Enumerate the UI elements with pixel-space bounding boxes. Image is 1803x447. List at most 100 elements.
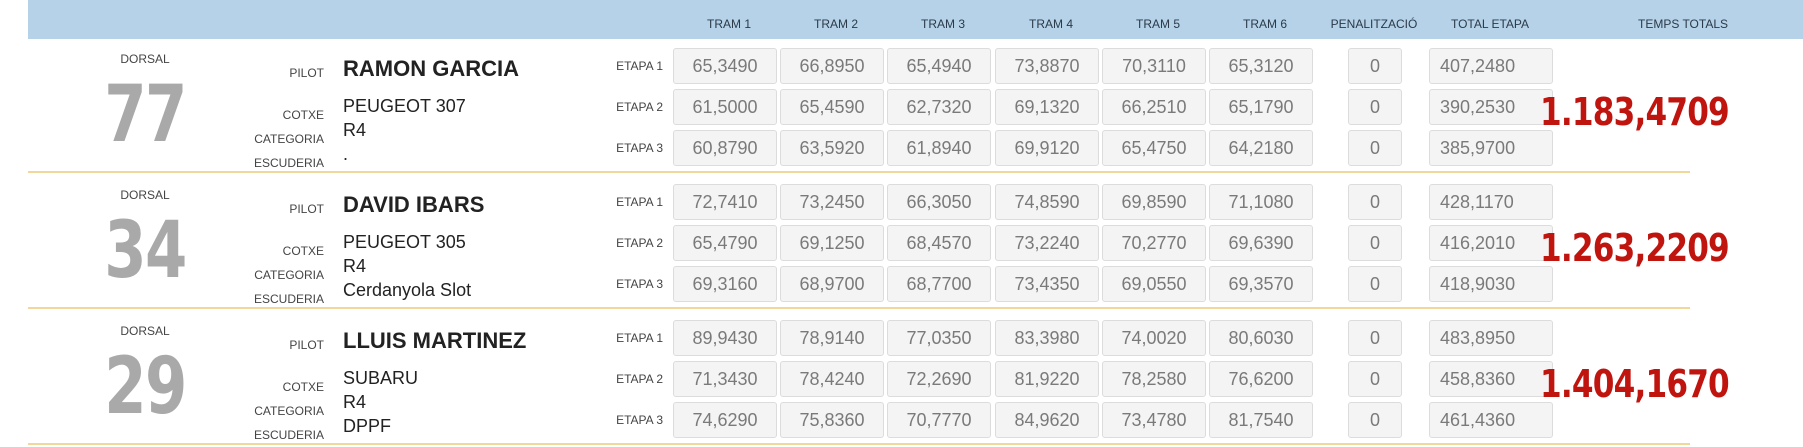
stage-time-cell: 73,4350: [995, 266, 1099, 302]
stage-time-cell: 69,0550: [1102, 266, 1206, 302]
driver-entry: DORSAL 34 PILOT DAVID IBARS COTXE PEUGEOT 305…: [0, 176, 1760, 311]
stage-label: ETAPA 2: [616, 100, 663, 114]
entry-separator: [28, 307, 1690, 309]
category-value: R4: [343, 392, 367, 412]
entry-separator: [28, 443, 1690, 445]
stage-time-cell: 71,1080: [1209, 184, 1313, 220]
pilot-name: LLUIS MARTINEZ: [343, 328, 527, 353]
stage-time-cell: 62,7320: [887, 89, 991, 125]
stage-time-cell: 73,2240: [995, 225, 1099, 261]
stage-time-cell: 69,6390: [1209, 225, 1313, 261]
stage-time-cell: 70,3110: [1102, 48, 1206, 84]
stage-total-cell: 416,2010: [1429, 225, 1553, 261]
stage-time-cell: 75,8360: [780, 402, 884, 438]
column-header: TRAM 5: [1135, 17, 1180, 31]
column-header: TRAM 4: [1028, 17, 1073, 31]
penalty-cell: 0: [1348, 89, 1402, 125]
dorsal-label: DORSAL: [120, 188, 170, 202]
stage-time-cell: 68,4570: [887, 225, 991, 261]
team-label: ESCUDERIA: [253, 156, 324, 170]
stage-label: ETAPA 3: [616, 277, 663, 291]
stage-time-cell: 61,5000: [673, 89, 777, 125]
stage-time-cell: 65,1790: [1209, 89, 1313, 125]
column-header: TRAM 6: [1242, 17, 1287, 31]
stage-time-cell: 69,9120: [995, 130, 1099, 166]
stage-time-cell: 77,0350: [887, 320, 991, 356]
driver-entry: DORSAL 29 PILOT LLUIS MARTINEZ COTXE SUBARU CA…: [0, 312, 1760, 447]
entry-separator: [28, 171, 1690, 173]
team-label: ESCUDERIA: [253, 292, 324, 306]
stage-time-cell: 65,4590: [780, 89, 884, 125]
stage-time-cell: 74,0020: [1102, 320, 1206, 356]
column-header: TRAM 2: [813, 17, 858, 31]
column-header: TRAM 1: [706, 17, 751, 31]
stage-label: ETAPA 2: [616, 236, 663, 250]
penalty-cell: 0: [1348, 130, 1402, 166]
penalty-cell: 0: [1348, 402, 1402, 438]
stage-time-cell: 60,8790: [673, 130, 777, 166]
stage-time-cell: 61,8940: [887, 130, 991, 166]
penalty-cell: 0: [1348, 361, 1402, 397]
category-value: R4: [343, 120, 367, 140]
stage-time-cell: 70,7770: [887, 402, 991, 438]
stage-time-cell: 73,2450: [780, 184, 884, 220]
total-time: 1.263,2209: [1540, 226, 1730, 270]
category-label: CATEGORIA: [254, 404, 324, 418]
stage-time-cell: 66,2510: [1102, 89, 1206, 125]
column-header: TOTAL ETAPA: [1450, 17, 1530, 31]
stage-label: ETAPA 3: [616, 413, 663, 427]
pilot-name: DAVID IBARS: [343, 192, 485, 217]
stage-time-cell: 65,3120: [1209, 48, 1313, 84]
stage-time-cell: 63,5920: [780, 130, 884, 166]
stage-time-cell: 76,6200: [1209, 361, 1313, 397]
stage-time-cell: 65,3490: [673, 48, 777, 84]
stage-time-cell: 65,4940: [887, 48, 991, 84]
stage-time-cell: 69,1320: [995, 89, 1099, 125]
stage-time-cell: 80,6030: [1209, 320, 1313, 356]
stage-total-cell: 407,2480: [1429, 48, 1553, 84]
stage-total-cell: 390,2530: [1429, 89, 1553, 125]
stage-time-cell: 69,3570: [1209, 266, 1313, 302]
stage-total-cell: 385,9700: [1429, 130, 1553, 166]
category-label: CATEGORIA: [254, 132, 324, 146]
stage-time-cell: 64,2180: [1209, 130, 1313, 166]
car-label: COTXE: [282, 380, 324, 394]
stage-time-cell: 73,4780: [1102, 402, 1206, 438]
stage-label: ETAPA 3: [616, 141, 663, 155]
stage-time-cell: 68,9700: [780, 266, 884, 302]
stage-time-cell: 69,8590: [1102, 184, 1206, 220]
stage-time-cell: 78,4240: [780, 361, 884, 397]
stage-time-cell: 89,9430: [673, 320, 777, 356]
total-time: 1.183,4709: [1540, 90, 1730, 134]
stage-time-cell: 65,4750: [1102, 130, 1206, 166]
stage-time-cell: 81,9220: [995, 361, 1099, 397]
driver-entry: DORSAL 77 PILOT RAMON GARCIA COTXE PEUGEOT 30…: [0, 40, 1760, 175]
dorsal-number: 34: [104, 206, 187, 296]
car-label: COTXE: [282, 108, 324, 122]
stage-time-cell: 74,6290: [673, 402, 777, 438]
stage-time-cell: 66,3050: [887, 184, 991, 220]
column-header: TRAM 3: [920, 17, 965, 31]
pilot-label: PILOT: [289, 338, 324, 352]
stage-total-cell: 428,1170: [1429, 184, 1553, 220]
dorsal-number: 29: [104, 342, 187, 432]
team-value: DPPF: [343, 416, 392, 436]
car-label: COTXE: [282, 244, 324, 258]
car-name: SUBARU: [343, 368, 419, 388]
stage-time-cell: 70,2770: [1102, 225, 1206, 261]
penalty-cell: 0: [1348, 225, 1402, 261]
stage-time-cell: 78,9140: [780, 320, 884, 356]
category-label: CATEGORIA: [254, 268, 324, 282]
team-value: Cerdanyola Slot: [343, 280, 472, 300]
penalty-cell: 0: [1348, 266, 1402, 302]
category-value: R4: [343, 256, 367, 276]
stage-time-cell: 72,2690: [887, 361, 991, 397]
penalty-cell: 0: [1348, 320, 1402, 356]
total-time: 1.404,1670: [1540, 362, 1730, 406]
stage-time-cell: 65,4790: [673, 225, 777, 261]
stage-time-cell: 78,2580: [1102, 361, 1206, 397]
stage-time-cell: 73,8870: [995, 48, 1099, 84]
stage-label: ETAPA 2: [616, 372, 663, 386]
stage-time-cell: 72,7410: [673, 184, 777, 220]
pilot-label: PILOT: [289, 202, 324, 216]
